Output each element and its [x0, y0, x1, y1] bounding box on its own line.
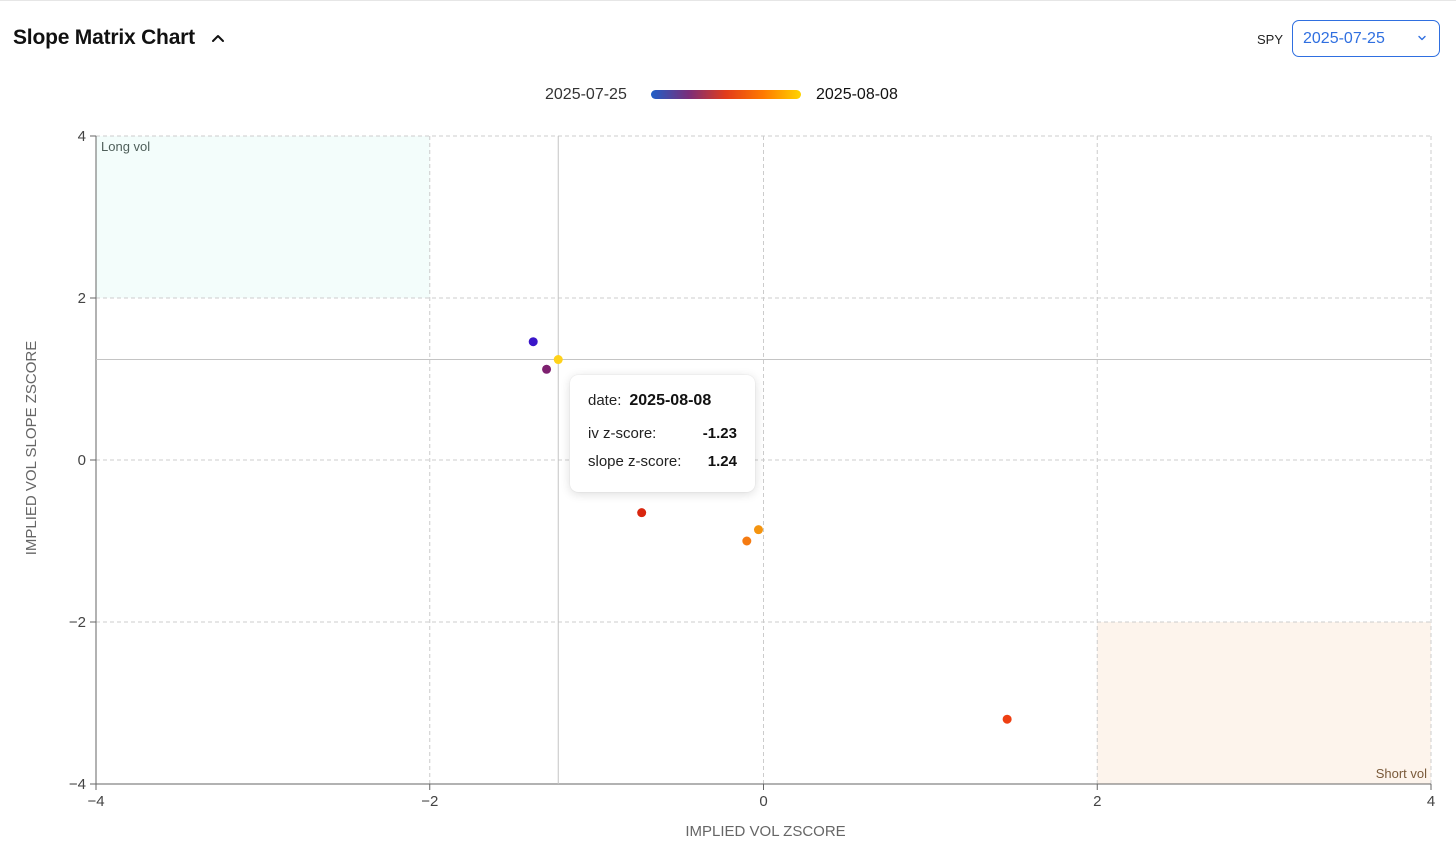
x-tick-label: 0 [759, 793, 767, 810]
region-long-vol [96, 136, 430, 298]
page-title: Slope Matrix Chart [13, 26, 195, 49]
header: Slope Matrix Chart SPY 2025-07-25 [0, 0, 1456, 80]
region-label-long-vol: Long vol [101, 139, 150, 154]
legend-gradient-bar [651, 90, 801, 99]
y-tick-label: 0 [78, 452, 86, 469]
tooltip-slope-value: 1.24 [707, 453, 737, 470]
y-tick-label: 2 [78, 290, 86, 307]
tooltip-iv-row: iv z-score: -1.23 [588, 425, 737, 442]
collapse-button[interactable] [209, 29, 227, 47]
region-label-short-vol: Short vol [1376, 766, 1427, 781]
data-point[interactable] [753, 525, 763, 535]
legend-start-label: 2025-07-25 [545, 86, 627, 103]
y-tick-label: −2 [69, 614, 86, 631]
tooltip-iv-value: -1.23 [702, 425, 737, 442]
tooltip-slope-row: slope z-score: 1.24 [588, 453, 737, 470]
chevron-up-icon [211, 35, 224, 42]
top-border [0, 0, 1456, 1]
color-legend: 2025-07-25 2025-08-08 [0, 84, 1456, 106]
chevron-down-icon [1418, 35, 1426, 41]
tooltip-date-key: date: [588, 392, 622, 409]
ticker-label: SPY [1256, 32, 1283, 47]
tooltip-date-value: 2025-08-08 [629, 392, 712, 409]
data-point[interactable] [553, 355, 563, 365]
tooltip-iv-key: iv z-score: [588, 425, 657, 442]
region-short-vol [1097, 622, 1431, 784]
point-tooltip: date: 2025-08-08 iv z-score: -1.23 slope… [570, 375, 755, 492]
data-point[interactable] [542, 364, 552, 374]
y-axis-title: IMPLIED VOL SLOPE ZSCORE [23, 341, 40, 556]
tooltip-slope-key: slope z-score: [588, 453, 682, 470]
y-tick-label: 4 [78, 128, 86, 145]
tooltip-date-row: date: 2025-08-08 [588, 392, 737, 410]
x-tick-label: 4 [1427, 793, 1435, 810]
data-point[interactable] [1002, 714, 1012, 724]
data-point[interactable] [637, 508, 647, 518]
y-tick-label: −4 [69, 776, 86, 793]
data-point[interactable] [528, 337, 538, 347]
date-select-value: 2025-07-25 [1303, 29, 1385, 47]
date-select[interactable]: 2025-07-25 [1292, 20, 1440, 57]
title-wrap: Slope Matrix Chart [13, 26, 227, 50]
x-tick-label: −4 [87, 793, 104, 810]
x-axis-title: IMPLIED VOL ZSCORE [685, 823, 845, 840]
x-tick-label: 2 [1093, 793, 1101, 810]
data-point[interactable] [742, 536, 752, 546]
x-tick-label: −2 [421, 793, 438, 810]
legend-end-label: 2025-08-08 [816, 86, 898, 103]
